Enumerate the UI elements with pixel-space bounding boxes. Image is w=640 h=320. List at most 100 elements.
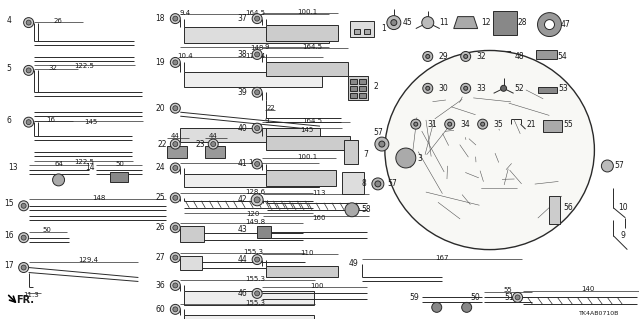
- Bar: [364, 28, 370, 34]
- Bar: [536, 51, 557, 60]
- Circle shape: [255, 257, 260, 262]
- Circle shape: [19, 262, 29, 273]
- Text: 58: 58: [361, 205, 371, 214]
- Text: 32: 32: [48, 65, 57, 71]
- Text: 64: 64: [54, 161, 63, 167]
- Bar: [548, 196, 561, 224]
- Text: 60: 60: [156, 305, 165, 314]
- Text: 31: 31: [427, 120, 436, 129]
- Circle shape: [481, 122, 484, 126]
- Circle shape: [602, 160, 613, 172]
- Text: 25: 25: [156, 193, 165, 202]
- Text: 140: 140: [580, 286, 594, 292]
- Text: 53: 53: [559, 84, 568, 93]
- Bar: [342, 172, 364, 194]
- Text: 7: 7: [364, 149, 369, 158]
- Bar: [111, 172, 129, 182]
- Text: 9: 9: [265, 44, 269, 51]
- Text: 113: 113: [312, 190, 326, 196]
- Circle shape: [21, 265, 26, 270]
- Circle shape: [255, 126, 260, 131]
- Text: 11: 11: [439, 18, 449, 27]
- Text: 13: 13: [8, 164, 17, 172]
- Circle shape: [375, 181, 381, 187]
- Text: 164.5: 164.5: [302, 118, 322, 124]
- Text: 33: 33: [477, 84, 486, 93]
- Bar: [350, 79, 357, 84]
- Text: 110: 110: [300, 250, 314, 256]
- Bar: [257, 226, 271, 238]
- Circle shape: [173, 255, 178, 260]
- Text: 122.5: 122.5: [75, 159, 95, 165]
- Circle shape: [173, 307, 178, 312]
- Text: 22: 22: [267, 105, 275, 111]
- Circle shape: [513, 292, 522, 302]
- Text: 160: 160: [312, 215, 326, 221]
- Text: 128.6: 128.6: [245, 189, 265, 195]
- Text: 2: 2: [374, 82, 378, 91]
- Text: 21: 21: [527, 120, 536, 129]
- Circle shape: [423, 52, 433, 61]
- Text: 155.3: 155.3: [245, 276, 265, 283]
- Text: 29: 29: [439, 52, 449, 61]
- Circle shape: [448, 122, 452, 126]
- Circle shape: [170, 252, 180, 262]
- Circle shape: [391, 20, 397, 26]
- Text: 55: 55: [503, 287, 512, 293]
- Text: 32: 32: [477, 52, 486, 61]
- Text: 100.1: 100.1: [297, 154, 317, 160]
- Circle shape: [252, 255, 262, 265]
- Text: 43: 43: [237, 225, 247, 234]
- Text: 49: 49: [349, 259, 359, 268]
- Text: 30: 30: [439, 84, 449, 93]
- Circle shape: [252, 159, 262, 169]
- Text: 26: 26: [156, 223, 165, 232]
- Circle shape: [19, 233, 29, 243]
- Text: 20: 20: [156, 104, 165, 113]
- Text: 17: 17: [4, 261, 13, 270]
- Bar: [493, 11, 516, 35]
- Bar: [359, 93, 366, 98]
- Text: 4: 4: [6, 16, 11, 25]
- Circle shape: [170, 14, 180, 24]
- Text: 167: 167: [435, 255, 449, 260]
- Text: 12: 12: [481, 18, 490, 27]
- Text: TK4AB0710B: TK4AB0710B: [579, 311, 620, 316]
- Bar: [167, 146, 188, 158]
- Circle shape: [170, 223, 180, 233]
- Circle shape: [426, 54, 430, 59]
- Circle shape: [422, 17, 434, 28]
- Text: 44: 44: [171, 133, 180, 139]
- Text: 9.4: 9.4: [180, 10, 191, 16]
- Circle shape: [251, 194, 263, 206]
- Text: 8: 8: [362, 180, 366, 188]
- Circle shape: [252, 123, 262, 133]
- Text: 145: 145: [248, 159, 262, 165]
- Text: 6: 6: [6, 116, 11, 125]
- Circle shape: [252, 50, 262, 60]
- Text: 155.3: 155.3: [245, 300, 265, 306]
- Text: 34: 34: [461, 120, 470, 129]
- Bar: [180, 128, 320, 142]
- Circle shape: [396, 148, 416, 168]
- Bar: [543, 120, 563, 132]
- Text: 40: 40: [237, 124, 247, 132]
- Bar: [350, 20, 374, 36]
- Circle shape: [255, 162, 260, 166]
- Circle shape: [173, 195, 178, 200]
- Text: 9: 9: [265, 118, 269, 124]
- Polygon shape: [493, 52, 515, 61]
- Text: 57: 57: [614, 162, 624, 171]
- Circle shape: [372, 178, 384, 190]
- Text: 44: 44: [237, 255, 247, 264]
- Circle shape: [26, 68, 31, 73]
- Bar: [359, 79, 366, 84]
- Bar: [354, 28, 360, 34]
- Text: 47: 47: [561, 20, 570, 29]
- Circle shape: [500, 85, 507, 91]
- Circle shape: [464, 54, 468, 59]
- Text: 100: 100: [310, 284, 324, 290]
- Bar: [538, 87, 557, 93]
- Circle shape: [173, 225, 178, 230]
- Text: 48: 48: [515, 52, 524, 61]
